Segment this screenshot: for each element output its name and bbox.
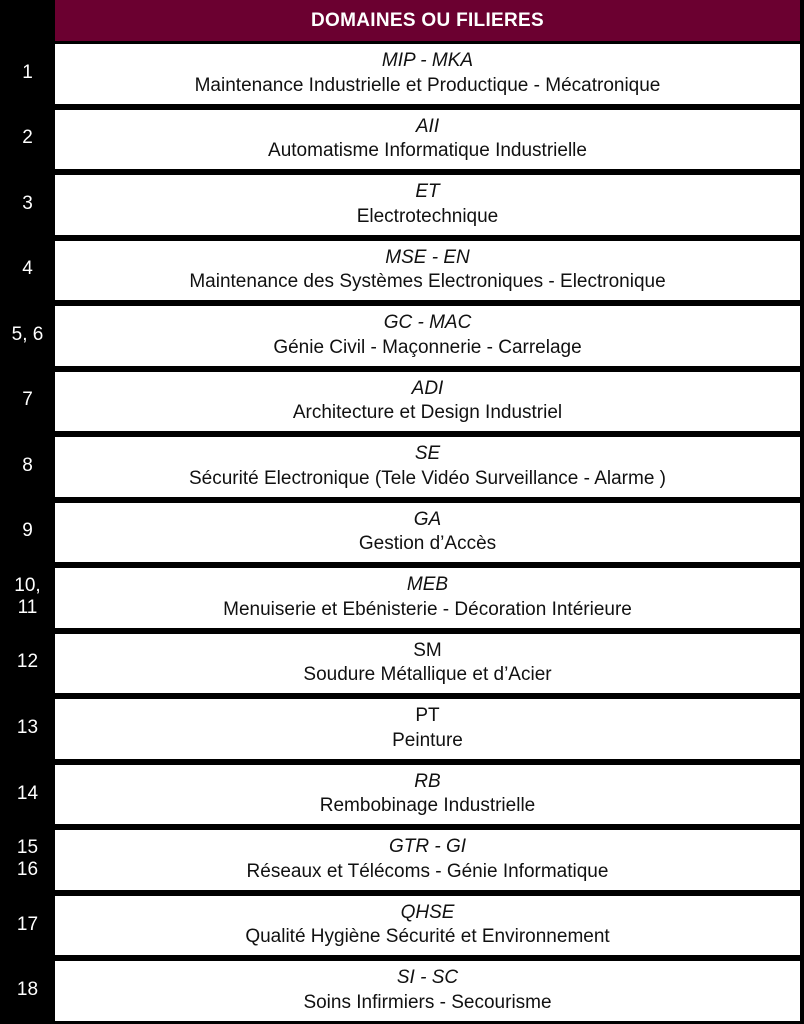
- table-body: 1 MIP - MKA Maintenance Industrielle et Pr…: [0, 41, 804, 1024]
- row-number-cell: 18: [0, 958, 55, 1024]
- filiere-code: PT: [415, 705, 440, 727]
- row-content-cell: PT Peinture: [55, 697, 800, 761]
- filiere-code: SM: [413, 639, 442, 661]
- filiere-code: SE: [414, 443, 441, 465]
- table-header-row: DOMAINES OU FILIERES: [0, 0, 804, 41]
- table-row: 5, 6 GC - MAC Génie Civil - Maçonnerie - C…: [0, 303, 804, 369]
- filiere-description: Automatisme Informatique Industrielle: [268, 140, 587, 162]
- table-row: 7 ADI Architecture et Design Industriel: [0, 368, 804, 435]
- row-number-cell: 9: [0, 499, 55, 566]
- row-content-cell: MSE - EN Maintenance des Systèmes Electro…: [55, 238, 800, 303]
- row-content-cell: ET Electrotechnique: [55, 173, 800, 237]
- filiere-code: QHSE: [400, 901, 455, 923]
- table-row: 15 16 GTR - GI Réseaux et Télécoms - Génie…: [0, 827, 804, 893]
- filiere-code: ET: [415, 181, 440, 203]
- row-content-cell: SI - SC Soins Infirmiers - Secourisme: [55, 959, 800, 1023]
- filiere-code: MSE - EN: [385, 246, 470, 268]
- filiere-description: Architecture et Design Industriel: [292, 402, 563, 424]
- filiere-code: SI - SC: [396, 967, 459, 989]
- row-number-cell: 17: [0, 892, 55, 959]
- filiere-description: Soudure Métallique et d’Acier: [303, 664, 552, 686]
- row-number-cell: 13: [0, 696, 55, 762]
- row-content-cell: MEB Menuiserie et Ebénisterie - Décoratio…: [55, 566, 800, 630]
- filiere-code: MIP - MKA: [381, 50, 474, 72]
- table-row: 8 SE Sécurité Electronique (Tele Vidéo Sur…: [0, 434, 804, 500]
- filiere-code: MEB: [406, 574, 449, 596]
- filiere-code: GTR - GI: [388, 836, 467, 858]
- row-content-cell: QHSE Qualité Hygiène Sécurité et Environn…: [55, 893, 800, 958]
- row-number-cell: 15 16: [0, 827, 55, 893]
- filiere-description: Sécurité Electronique (Tele Vidéo Survei…: [189, 467, 666, 489]
- row-number-cell: 1: [0, 41, 55, 107]
- table-row: 17 QHSE Qualité Hygiène Sécurité et Enviro…: [0, 892, 804, 959]
- table-row: 18 SI - SC Soins Infirmiers - Secourisme: [0, 958, 804, 1024]
- table-row: 9 GA Gestion d’Accès: [0, 499, 804, 566]
- filiere-description: Maintenance des Systèmes Electroniques -…: [189, 271, 666, 293]
- table-row: 1 MIP - MKA Maintenance Industrielle et Pr…: [0, 41, 804, 107]
- row-number-cell: 10, 11: [0, 565, 55, 631]
- table-row: 2 AII Automatisme Informatique Industriell…: [0, 106, 804, 173]
- row-number-cell: 2: [0, 106, 55, 173]
- filiere-description: Génie Civil - Maçonnerie - Carrelage: [273, 336, 582, 358]
- filiere-description: Soins Infirmiers - Secourisme: [303, 992, 552, 1013]
- table-header-title: DOMAINES OU FILIERES: [55, 0, 800, 41]
- filiere-code: RB: [414, 770, 441, 792]
- row-number-cell: 3: [0, 172, 55, 238]
- filiere-code: GC - MAC: [383, 312, 472, 334]
- header-number-column: [0, 0, 55, 41]
- row-content-cell: ADI Architecture et Design Industriel: [55, 369, 800, 434]
- row-number-cell: 14: [0, 761, 55, 828]
- row-content-cell: GTR - GI Réseaux et Télécoms - Génie Info…: [55, 828, 800, 892]
- table-row: 13 PT Peinture: [0, 696, 804, 762]
- row-content-cell: RB Rembobinage Industrielle: [55, 762, 800, 827]
- filiere-code: GA: [413, 508, 442, 530]
- table-row: 4 MSE - EN Maintenance des Systèmes Electr…: [0, 237, 804, 304]
- filiere-description: Peinture: [392, 729, 463, 751]
- filiere-code: AII: [415, 115, 440, 137]
- row-content-cell: GC - MAC Génie Civil - Maçonnerie - Carre…: [55, 304, 800, 368]
- row-number-cell: 5, 6: [0, 303, 55, 369]
- row-number-cell: 4: [0, 237, 55, 304]
- table-row: 3 ET Electrotechnique: [0, 172, 804, 238]
- table-row: 14 RB Rembobinage Industrielle: [0, 761, 804, 828]
- filiere-description: Qualité Hygiène Sécurité et Environnemen…: [245, 926, 610, 948]
- row-content-cell: MIP - MKA Maintenance Industrielle et Pro…: [55, 42, 800, 106]
- filiere-code: ADI: [411, 377, 444, 399]
- row-content-cell: GA Gestion d’Accès: [55, 500, 800, 565]
- filiere-description: Electrotechnique: [356, 205, 499, 227]
- table-row: 12 SM Soudure Métallique et d’Acier: [0, 630, 804, 697]
- row-number-cell: 12: [0, 630, 55, 697]
- filiere-description: Gestion d’Accès: [358, 533, 497, 555]
- table-row: 10, 11 MEB Menuiserie et Ebénisterie - Déc…: [0, 565, 804, 631]
- row-content-cell: SE Sécurité Electronique (Tele Vidéo Surv…: [55, 435, 800, 499]
- row-number-cell: 7: [0, 368, 55, 435]
- filiere-description: Maintenance Industrielle et Productique …: [194, 74, 661, 96]
- row-content-cell: AII Automatisme Informatique Industrielle: [55, 107, 800, 172]
- filiere-description: Rembobinage Industrielle: [319, 795, 536, 817]
- filiere-description: Réseaux et Télécoms - Génie Informatique: [246, 860, 609, 882]
- row-content-cell: SM Soudure Métallique et d’Acier: [55, 631, 800, 696]
- filiere-description: Menuiserie et Ebénisterie - Décoration I…: [223, 598, 632, 620]
- row-number-cell: 8: [0, 434, 55, 500]
